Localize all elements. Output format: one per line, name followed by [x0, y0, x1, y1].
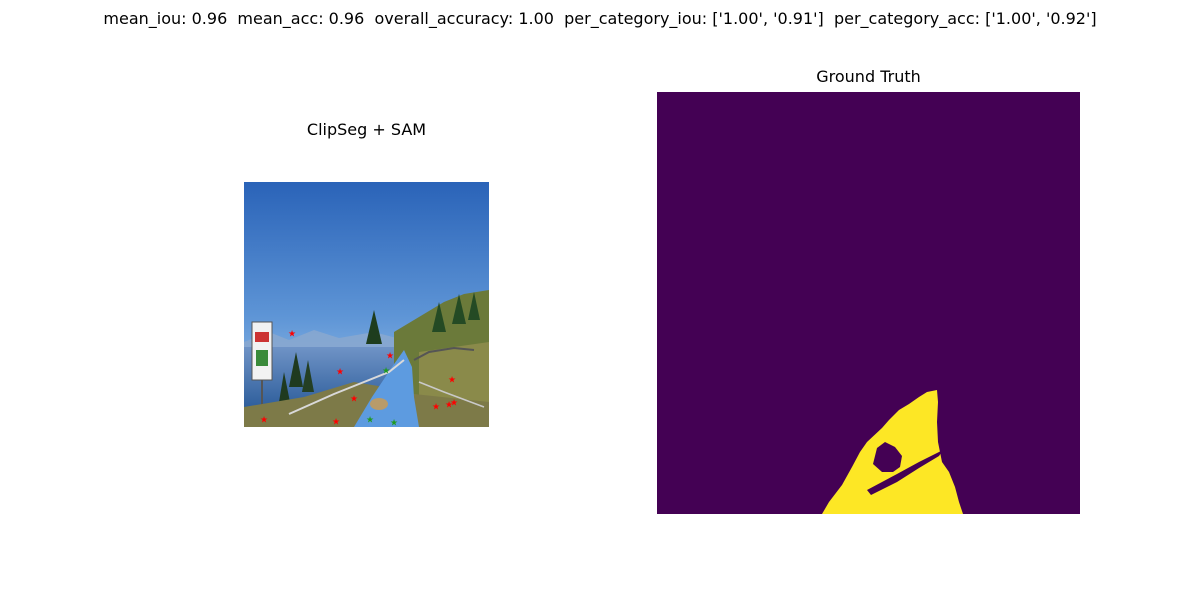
svg-text:★: ★	[445, 401, 453, 411]
svg-text:★: ★	[390, 419, 398, 428]
ground-truth-title: Ground Truth	[816, 67, 921, 86]
mask-foreground	[822, 390, 963, 514]
trees	[279, 292, 480, 402]
negative-points: ★ ★ ★ ★ ★ ★ ★ ★ ★ ★	[260, 330, 458, 428]
sign-board	[251, 321, 273, 414]
svg-text:★: ★	[382, 367, 390, 377]
foreground-ground	[244, 382, 489, 427]
svg-text:★: ★	[336, 368, 344, 378]
positive-points: ★ ★ ★	[366, 367, 398, 428]
svg-text:★: ★	[450, 399, 458, 409]
svg-text:★: ★	[366, 416, 374, 426]
fence-lines	[288, 346, 485, 415]
clipseg-sam-title: ClipSeg + SAM	[306, 120, 427, 139]
metrics-suptitle: mean_iou: 0.96 mean_acc: 0.96 overall_ac…	[103, 9, 1097, 28]
ground-truth-mask	[657, 92, 1080, 514]
svg-text:★: ★	[448, 376, 456, 386]
svg-text:★: ★	[288, 330, 296, 340]
svg-text:★: ★	[386, 352, 394, 362]
svg-text:★: ★	[350, 395, 358, 405]
svg-text:★: ★	[332, 418, 340, 428]
clipseg-sam-image: ★ ★ ★ ★ ★ ★ ★ ★ ★ ★ ★ ★ ★	[244, 182, 489, 427]
svg-text:★: ★	[432, 403, 440, 413]
rock	[370, 398, 388, 410]
trail-path	[354, 350, 419, 427]
svg-text:★: ★	[260, 416, 268, 426]
